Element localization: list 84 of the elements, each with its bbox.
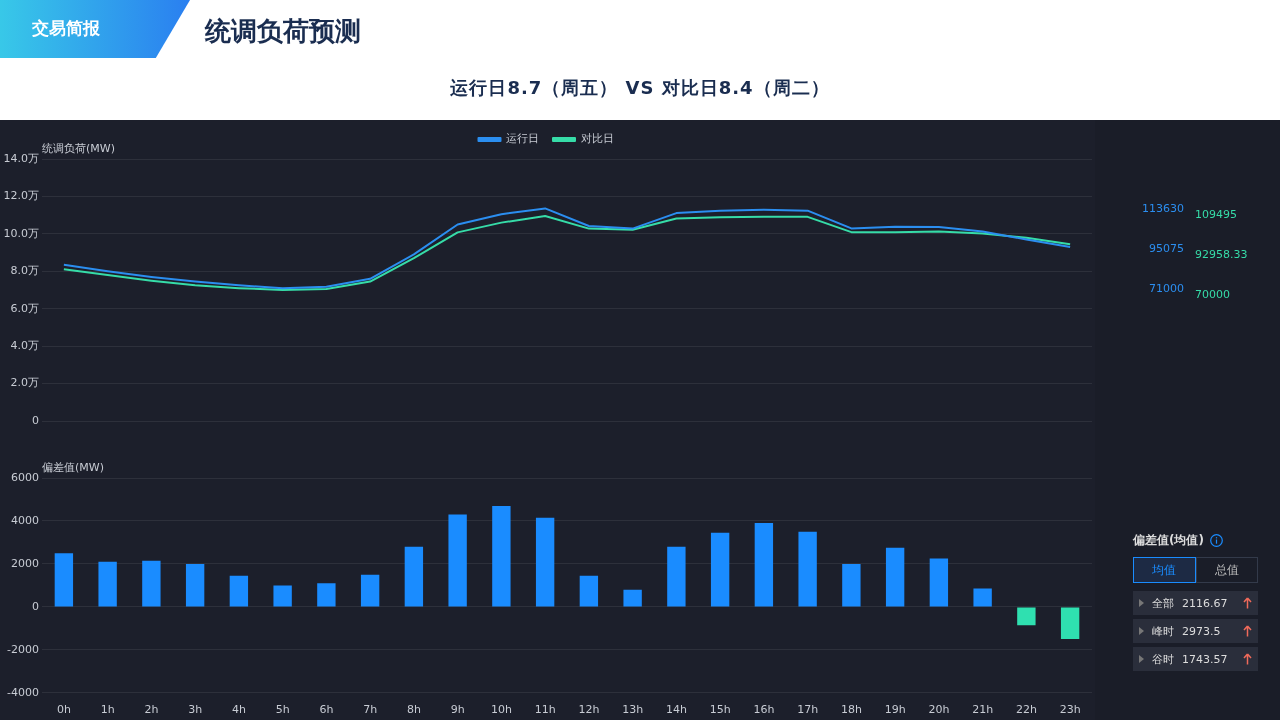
x-tick-label: 0h [56,703,71,717]
bar [1017,607,1036,626]
x-tick-label: 14h [665,703,687,717]
bar [623,589,642,607]
x-tick-label: 22h [1015,703,1037,717]
y-tick-label: 8.0万 [10,264,39,278]
y-tick-label: 4.0万 [10,339,39,352]
legend-label: 对比日 [580,132,614,146]
text: 92958.33 [1195,247,1248,261]
text: 总值 [1195,557,1258,583]
x-tick-label: 12h [578,703,600,717]
bar [842,563,861,607]
text: 70000 [1195,287,1230,301]
x-tick-label: 15h [709,703,731,717]
x-tick-label: 20h [928,703,950,717]
bar [535,517,555,607]
text: 谷时 [1152,651,1174,667]
text: 2116.67 [1182,596,1229,610]
x-tick-label: 5h [275,703,290,717]
y-tick-label: -4000 [7,685,39,699]
text: 偏差值(均值) [1133,532,1204,549]
bar [492,505,511,607]
x-tick-label: 16h [753,703,775,717]
legend-label: 运行日 [506,132,539,146]
x-tick-label: 17h [797,703,819,717]
text: 109495 [1195,207,1237,221]
bar [1060,607,1080,640]
bar [754,523,774,607]
text: 均值 [1133,557,1196,583]
text: 峰时 [1152,623,1174,639]
y-tick-label: 4000 [11,513,39,527]
x-tick-label: 4h [231,703,246,717]
y-tick-label: 2.0万 [10,376,39,390]
y-tick-label: 0 [32,599,39,613]
bar [142,560,161,607]
bar [929,558,949,607]
x-tick-label: 11h [534,703,556,717]
bar [273,585,292,607]
x-tick-label: 21h [972,703,994,717]
x-tick-label: 18h [840,703,862,717]
bar [579,575,599,607]
y-tick-label: 0 [32,413,39,427]
text: 113630 [1142,201,1184,215]
bar [317,583,336,607]
bar [54,553,74,607]
x-tick-label: 2h [144,703,159,717]
y-tick-label: 6.0万 [10,301,39,315]
y-tick-label: 6000 [11,470,39,484]
bar [667,546,686,607]
y-tick-label: 14.0万 [3,151,39,165]
chart-title: 统调负荷预测 [205,15,361,48]
y-tick-label: 12.0万 [3,189,39,203]
text: 全部 [1152,595,1174,611]
x-tick-label: 7h [363,703,378,717]
bar [404,546,424,607]
x-tick-label: 9h [450,703,465,717]
x-tick-label: 19h [884,703,906,717]
y-axis-title: 偏差值(MW) [42,461,104,475]
bar [360,574,380,607]
bar [885,547,905,607]
text: 1743.57 [1182,652,1229,666]
x-tick-label: 8h [406,703,421,717]
chart-subtitle: 运行日8.7（周五） VS 对比日8.4（周二） [449,76,831,100]
text: 交易简报 [0,0,190,58]
bar [448,514,467,607]
y-tick-label: 2000 [11,556,39,570]
bar [229,575,249,607]
x-tick-label: 10h [490,703,512,717]
bar [185,563,205,607]
x-tick-label: 3h [188,703,203,717]
y-tick-label: -2000 [7,642,39,656]
text: 95075 [1149,241,1184,255]
x-tick-label: 6h [319,703,334,717]
bar [798,531,817,607]
bar [98,561,117,607]
x-tick-label: 1h [100,703,115,717]
y-tick-label: 10.0万 [3,226,39,240]
text: 71000 [1149,281,1184,295]
bar [710,532,730,607]
bar [973,588,992,607]
y-axis-title: 统调负荷(MW) [42,142,115,156]
x-tick-label: 13h [622,703,644,717]
text: 2973.5 [1182,624,1222,638]
x-tick-label: 23h [1059,703,1081,717]
